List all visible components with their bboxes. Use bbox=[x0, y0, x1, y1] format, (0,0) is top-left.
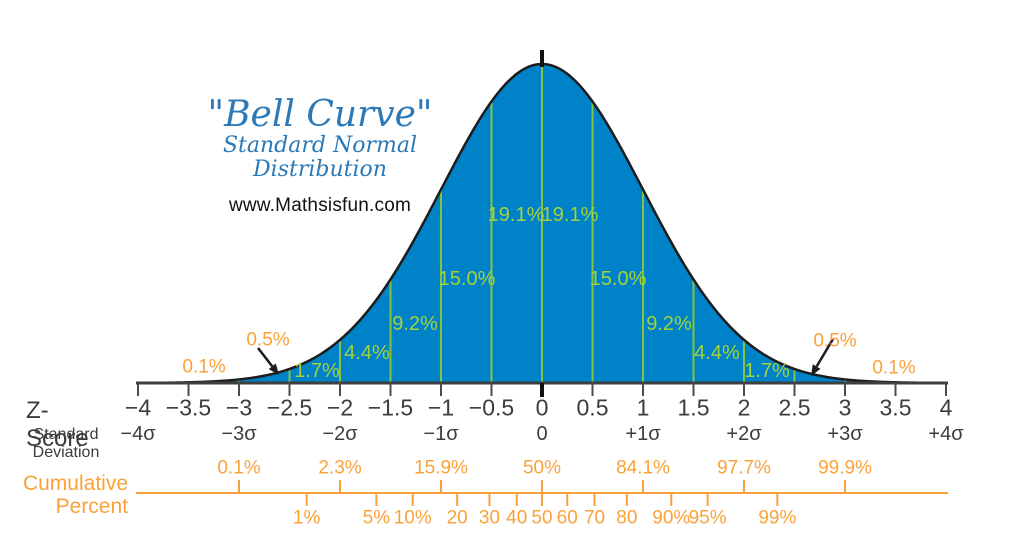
segment-percent-label: 15.0% bbox=[438, 268, 496, 290]
chart-subtitle-line1: Standard Normal bbox=[222, 132, 417, 158]
cumulative-percent-label: 0.1% bbox=[217, 457, 261, 479]
z-score-tick-label: 4 bbox=[939, 394, 953, 421]
sigma-tick-label: 0 bbox=[536, 423, 548, 445]
percentile-tick-label: 30 bbox=[478, 507, 501, 529]
z-score-tick-label: −1 bbox=[427, 394, 455, 421]
chart-subtitle-line2: Distribution bbox=[253, 157, 387, 183]
z-score-tick-label: 2.5 bbox=[778, 394, 811, 421]
segment-percent-label: 9.2% bbox=[646, 313, 692, 335]
std-deviation-axis-title: Standard Deviation bbox=[28, 426, 104, 462]
z-score-axis-title: Z-Score bbox=[26, 397, 89, 452]
segment-percent-label: 19.1% bbox=[487, 204, 545, 226]
sigma-tick-label: −3σ bbox=[221, 423, 257, 445]
sigma-tick-label: −1σ bbox=[423, 423, 459, 445]
sigma-tick-label: −4σ bbox=[120, 423, 156, 445]
z-score-tick-label: 3.5 bbox=[879, 394, 912, 421]
z-score-tick-label: 1 bbox=[636, 394, 650, 421]
segment-percent-label: 0.5% bbox=[246, 329, 290, 351]
z-score-tick-label: 3 bbox=[838, 394, 852, 421]
cumulative-percent-label: 50% bbox=[522, 457, 562, 479]
segment-percent-label: 4.4% bbox=[344, 342, 390, 364]
segment-percent-label: 4.4% bbox=[694, 342, 740, 364]
sigma-tick-label: +2σ bbox=[726, 423, 762, 445]
percentile-tick-label: 95% bbox=[688, 507, 727, 529]
percentile-tick-label: 90% bbox=[652, 507, 691, 529]
tail-annotation-arrow bbox=[257, 347, 274, 368]
std-deviation-axis-title-line2: Deviation bbox=[32, 443, 100, 461]
percentile-tick-label: 40 bbox=[506, 507, 528, 529]
percentile-tick-label: 70 bbox=[583, 507, 606, 529]
segment-percent-label: 15.0% bbox=[589, 268, 647, 290]
z-score-tick-label: 2 bbox=[737, 394, 751, 421]
z-score-tick-label: 1.5 bbox=[677, 394, 710, 421]
segment-percent-label: 1.7% bbox=[294, 360, 340, 382]
tail-annotation-arrowhead bbox=[268, 363, 279, 375]
percentile-tick-label: 99% bbox=[758, 507, 797, 529]
cumulative-percent-axis-title: Cumulative Percent bbox=[18, 472, 128, 518]
cumulative-percent-label: 99.9% bbox=[818, 457, 872, 479]
std-deviation-axis-title-line1: Standard bbox=[33, 426, 99, 443]
cumulative-percent-label: 97.7% bbox=[717, 457, 771, 479]
percentile-tick-label: 1% bbox=[292, 507, 321, 529]
z-score-tick-label: −4 bbox=[124, 394, 152, 421]
percentile-tick-label: 10% bbox=[393, 507, 432, 529]
tail-annotation-arrow bbox=[815, 338, 835, 368]
segment-percent-label: 0.1% bbox=[872, 357, 916, 379]
percentile-tick-label: 60 bbox=[556, 507, 578, 529]
z-score-tick-label: −0.5 bbox=[468, 394, 515, 421]
chart-title: "Bell Curve" bbox=[207, 94, 433, 135]
tail-annotation-arrowhead bbox=[811, 364, 821, 376]
z-score-tick-label: −3.5 bbox=[165, 394, 212, 421]
percentile-tick-label: 20 bbox=[446, 507, 468, 529]
cumulative-percent-label: 2.3% bbox=[318, 457, 362, 479]
sigma-tick-label: −2σ bbox=[322, 423, 358, 445]
z-score-tick-label: −3 bbox=[225, 394, 253, 421]
z-score-tick-label: 0.5 bbox=[576, 394, 609, 421]
z-score-tick-label: −1.5 bbox=[367, 394, 414, 421]
peak-marker-tick bbox=[540, 50, 544, 67]
cumulative-percent-axis-title-line1: Cumulative bbox=[22, 472, 128, 495]
cumulative-percent-label: 84.1% bbox=[616, 457, 670, 479]
segment-percent-label: 0.1% bbox=[182, 356, 226, 378]
cumulative-percent-axis-title-line2: Percent bbox=[55, 494, 128, 518]
percentile-tick-label: 80 bbox=[616, 507, 638, 529]
segment-percent-label: 1.7% bbox=[744, 360, 790, 382]
percentile-tick-label: 5% bbox=[362, 507, 391, 529]
z-score-tick-label: −2.5 bbox=[266, 394, 313, 421]
title-block: "Bell Curve" Standard Normal Distributio… bbox=[205, 96, 435, 217]
sigma-tick-label: +3σ bbox=[827, 423, 863, 445]
cumulative-percent-label: 15.9% bbox=[414, 457, 468, 479]
segment-percent-label: 9.2% bbox=[392, 313, 438, 335]
sigma-tick-label: +1σ bbox=[625, 423, 661, 445]
source-url: www.Mathsisfun.com bbox=[228, 195, 412, 217]
z-score-tick-label: 0 bbox=[535, 394, 549, 421]
percentile-tick-label: 50 bbox=[531, 507, 553, 529]
z-score-tick-label: −2 bbox=[326, 394, 354, 421]
segment-percent-label: 0.5% bbox=[813, 330, 857, 352]
sigma-tick-label: +4σ bbox=[928, 423, 964, 445]
segment-percent-label: 19.1% bbox=[541, 204, 599, 226]
